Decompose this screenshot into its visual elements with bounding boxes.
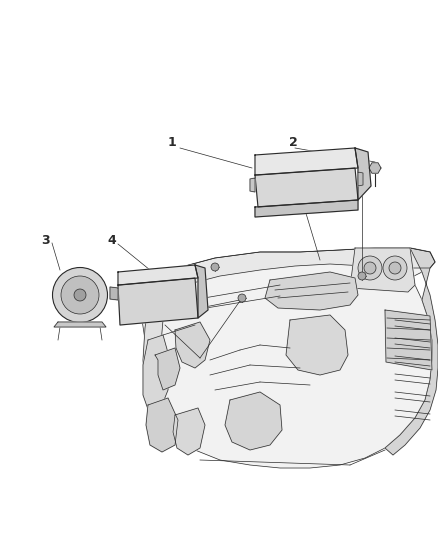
Polygon shape <box>54 322 106 327</box>
Ellipse shape <box>61 276 99 314</box>
Circle shape <box>358 256 382 280</box>
Polygon shape <box>385 248 438 455</box>
Polygon shape <box>130 248 435 306</box>
Text: 1: 1 <box>168 136 177 149</box>
Polygon shape <box>118 265 198 285</box>
Text: 4: 4 <box>108 233 117 246</box>
Circle shape <box>358 272 366 280</box>
Text: 2: 2 <box>289 136 297 149</box>
Polygon shape <box>286 315 348 375</box>
Polygon shape <box>255 200 358 217</box>
Polygon shape <box>225 392 282 450</box>
Polygon shape <box>175 322 210 368</box>
Polygon shape <box>358 172 363 186</box>
Polygon shape <box>143 335 170 415</box>
Polygon shape <box>195 265 208 318</box>
Polygon shape <box>355 148 371 200</box>
Polygon shape <box>255 168 358 207</box>
Circle shape <box>383 256 407 280</box>
Polygon shape <box>265 272 358 310</box>
Circle shape <box>211 263 219 271</box>
Polygon shape <box>110 287 118 300</box>
Polygon shape <box>118 278 198 325</box>
Ellipse shape <box>74 289 86 301</box>
Circle shape <box>364 262 376 274</box>
Polygon shape <box>155 348 180 390</box>
Polygon shape <box>130 248 435 468</box>
Polygon shape <box>350 248 415 292</box>
Ellipse shape <box>53 268 107 322</box>
Text: 3: 3 <box>41 233 49 246</box>
Circle shape <box>238 294 246 302</box>
Polygon shape <box>385 310 432 370</box>
Polygon shape <box>255 148 358 175</box>
Polygon shape <box>146 398 178 452</box>
Polygon shape <box>130 290 175 445</box>
Polygon shape <box>250 178 255 192</box>
Circle shape <box>389 262 401 274</box>
Polygon shape <box>173 408 205 455</box>
Polygon shape <box>369 163 381 173</box>
